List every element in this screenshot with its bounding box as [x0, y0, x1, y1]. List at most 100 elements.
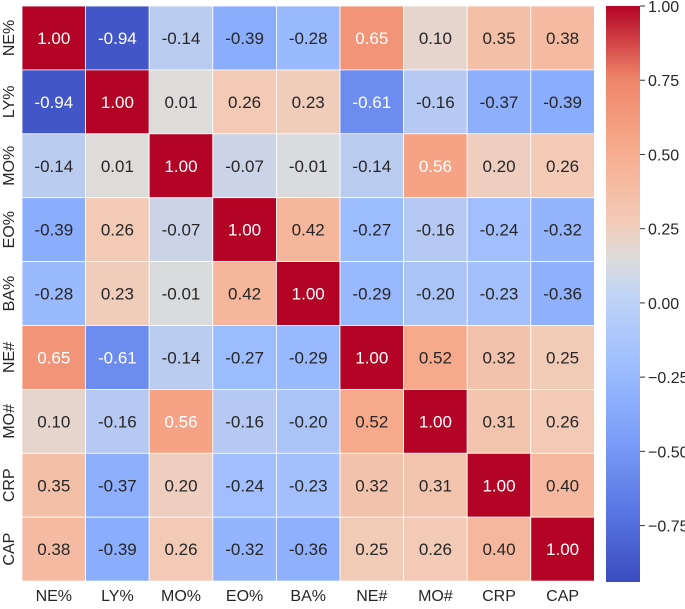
cell-value-label: 0.26 [164, 540, 197, 559]
cell-value-label: 0.35 [482, 29, 515, 48]
heatmap-cell [85, 133, 150, 199]
heatmap-cell [466, 5, 532, 71]
cell-value-label: -0.07 [225, 157, 264, 176]
cell-value-label: 0.26 [228, 93, 261, 112]
y-tick-label: LY% [1, 86, 18, 119]
cell-value-label: 0.20 [482, 157, 515, 176]
y-tick-label: NE% [1, 20, 18, 56]
x-tick-label: NE# [356, 588, 387, 604]
heatmap-cell [339, 5, 404, 71]
y-tick-label: BA% [1, 276, 18, 312]
y-tick-label: EO% [1, 211, 18, 248]
cell-value-label: -0.39 [543, 93, 582, 112]
cell-value-label: -0.27 [225, 348, 264, 367]
cell-value-label: 0.26 [101, 221, 134, 240]
heatmap-cell [403, 69, 468, 135]
heatmap-cell [212, 261, 277, 326]
heatmap-cell [403, 261, 468, 326]
cell-value-label: -0.16 [225, 412, 264, 431]
heatmap-cell [339, 452, 404, 518]
cell-value-label: -0.16 [416, 221, 455, 240]
cell-value-label: -0.07 [162, 221, 201, 240]
heatmap-cell [212, 5, 277, 71]
colorbar-tick-label: 0.25 [648, 222, 679, 239]
heatmap-cell [466, 325, 532, 390]
heatmap-cell [466, 69, 532, 135]
heatmap-cell [148, 69, 214, 135]
cell-value-label: 0.38 [37, 540, 70, 559]
cell-value-label: 1.00 [355, 348, 388, 367]
heatmap-cell [85, 197, 150, 262]
heatmap-cell [212, 133, 277, 199]
colorbar-gradient [606, 6, 640, 582]
cell-value-label: 0.52 [355, 412, 388, 431]
cell-value-label: 0.10 [37, 412, 70, 431]
heatmap-cell [339, 261, 404, 326]
heatmap-cell [275, 133, 341, 199]
heatmap-cell [148, 452, 214, 518]
cell-value-label: 1.00 [101, 93, 134, 112]
cell-value-label: -0.37 [480, 93, 519, 112]
heatmap-cell [212, 325, 277, 390]
heatmap-cell [21, 388, 86, 454]
heatmap-cell [148, 516, 214, 582]
heatmap-cell [530, 452, 595, 518]
cell-value-label: 0.35 [37, 476, 70, 495]
cell-value-label: -0.29 [289, 348, 328, 367]
heatmap-cell [403, 452, 468, 518]
heatmap-cell [275, 5, 341, 71]
y-tick-labels: NE% LY% MO% EO% BA% NE# MO# CRP CAP [1, 20, 18, 566]
heatmap-cell [21, 452, 86, 518]
y-tick-label: CAP [1, 533, 18, 566]
cell-value-label: -0.16 [98, 412, 137, 431]
y-tick-label: CRP [1, 468, 18, 502]
heatmap-cell [339, 325, 404, 390]
cell-value-label: 0.01 [101, 157, 134, 176]
cell-value-label: -0.36 [543, 285, 582, 304]
cell-value-label: 0.32 [482, 348, 515, 367]
x-tick-label: NE% [36, 588, 72, 604]
cell-value-label: -0.23 [480, 285, 519, 304]
heatmap-cell [212, 197, 277, 262]
cell-value-label: -0.29 [352, 285, 391, 304]
heatmap-cell [275, 388, 341, 454]
colorbar-tick-label: 0.75 [648, 73, 679, 90]
cell-value-label: -0.94 [98, 29, 137, 48]
cell-value-label: 0.26 [546, 157, 579, 176]
heatmap-cell [275, 69, 341, 135]
cell-value-label: -0.14 [352, 157, 391, 176]
heatmap-cell [212, 516, 277, 582]
heatmap-cell [275, 452, 341, 518]
cell-value-label: 0.10 [419, 29, 452, 48]
cell-value-label: -0.39 [34, 221, 73, 240]
cell-value-label: 0.40 [546, 476, 579, 495]
heatmap-cell-labels: 1.00 -0.94 -0.14 -0.39 -0.28 0.65 0.10 0.35 0.38… [34, 29, 582, 559]
heatmap-cell [403, 516, 468, 582]
cell-value-label: 1.00 [228, 221, 261, 240]
heatmap-cell [21, 133, 86, 199]
heatmap-cell [212, 69, 277, 135]
cell-value-label: 1.00 [164, 157, 197, 176]
cell-value-label: 1.00 [37, 29, 70, 48]
cell-value-label: 0.42 [292, 221, 325, 240]
heatmap-cell [275, 516, 341, 582]
heatmap-cell [21, 261, 86, 326]
cell-value-label: -0.61 [352, 93, 391, 112]
heatmap-cell [403, 388, 468, 454]
cell-value-label: 1.00 [419, 412, 452, 431]
heatmap-cell [339, 516, 404, 582]
heatmap-cell [85, 388, 150, 454]
cell-value-label: 0.65 [37, 348, 70, 367]
cell-value-label: 1.00 [546, 540, 579, 559]
cell-value-label: -0.14 [162, 29, 201, 48]
heatmap-cell [21, 325, 86, 390]
cell-value-label: -0.28 [289, 29, 328, 48]
heatmap-cell [148, 261, 214, 326]
cell-value-label: 0.23 [101, 285, 134, 304]
cell-value-label: -0.01 [289, 157, 328, 176]
heatmap-cell [530, 69, 595, 135]
heatmap-cell [148, 325, 214, 390]
cell-value-label: -0.20 [416, 285, 455, 304]
heatmap-cell [21, 69, 86, 135]
cell-value-label: -0.24 [225, 476, 264, 495]
